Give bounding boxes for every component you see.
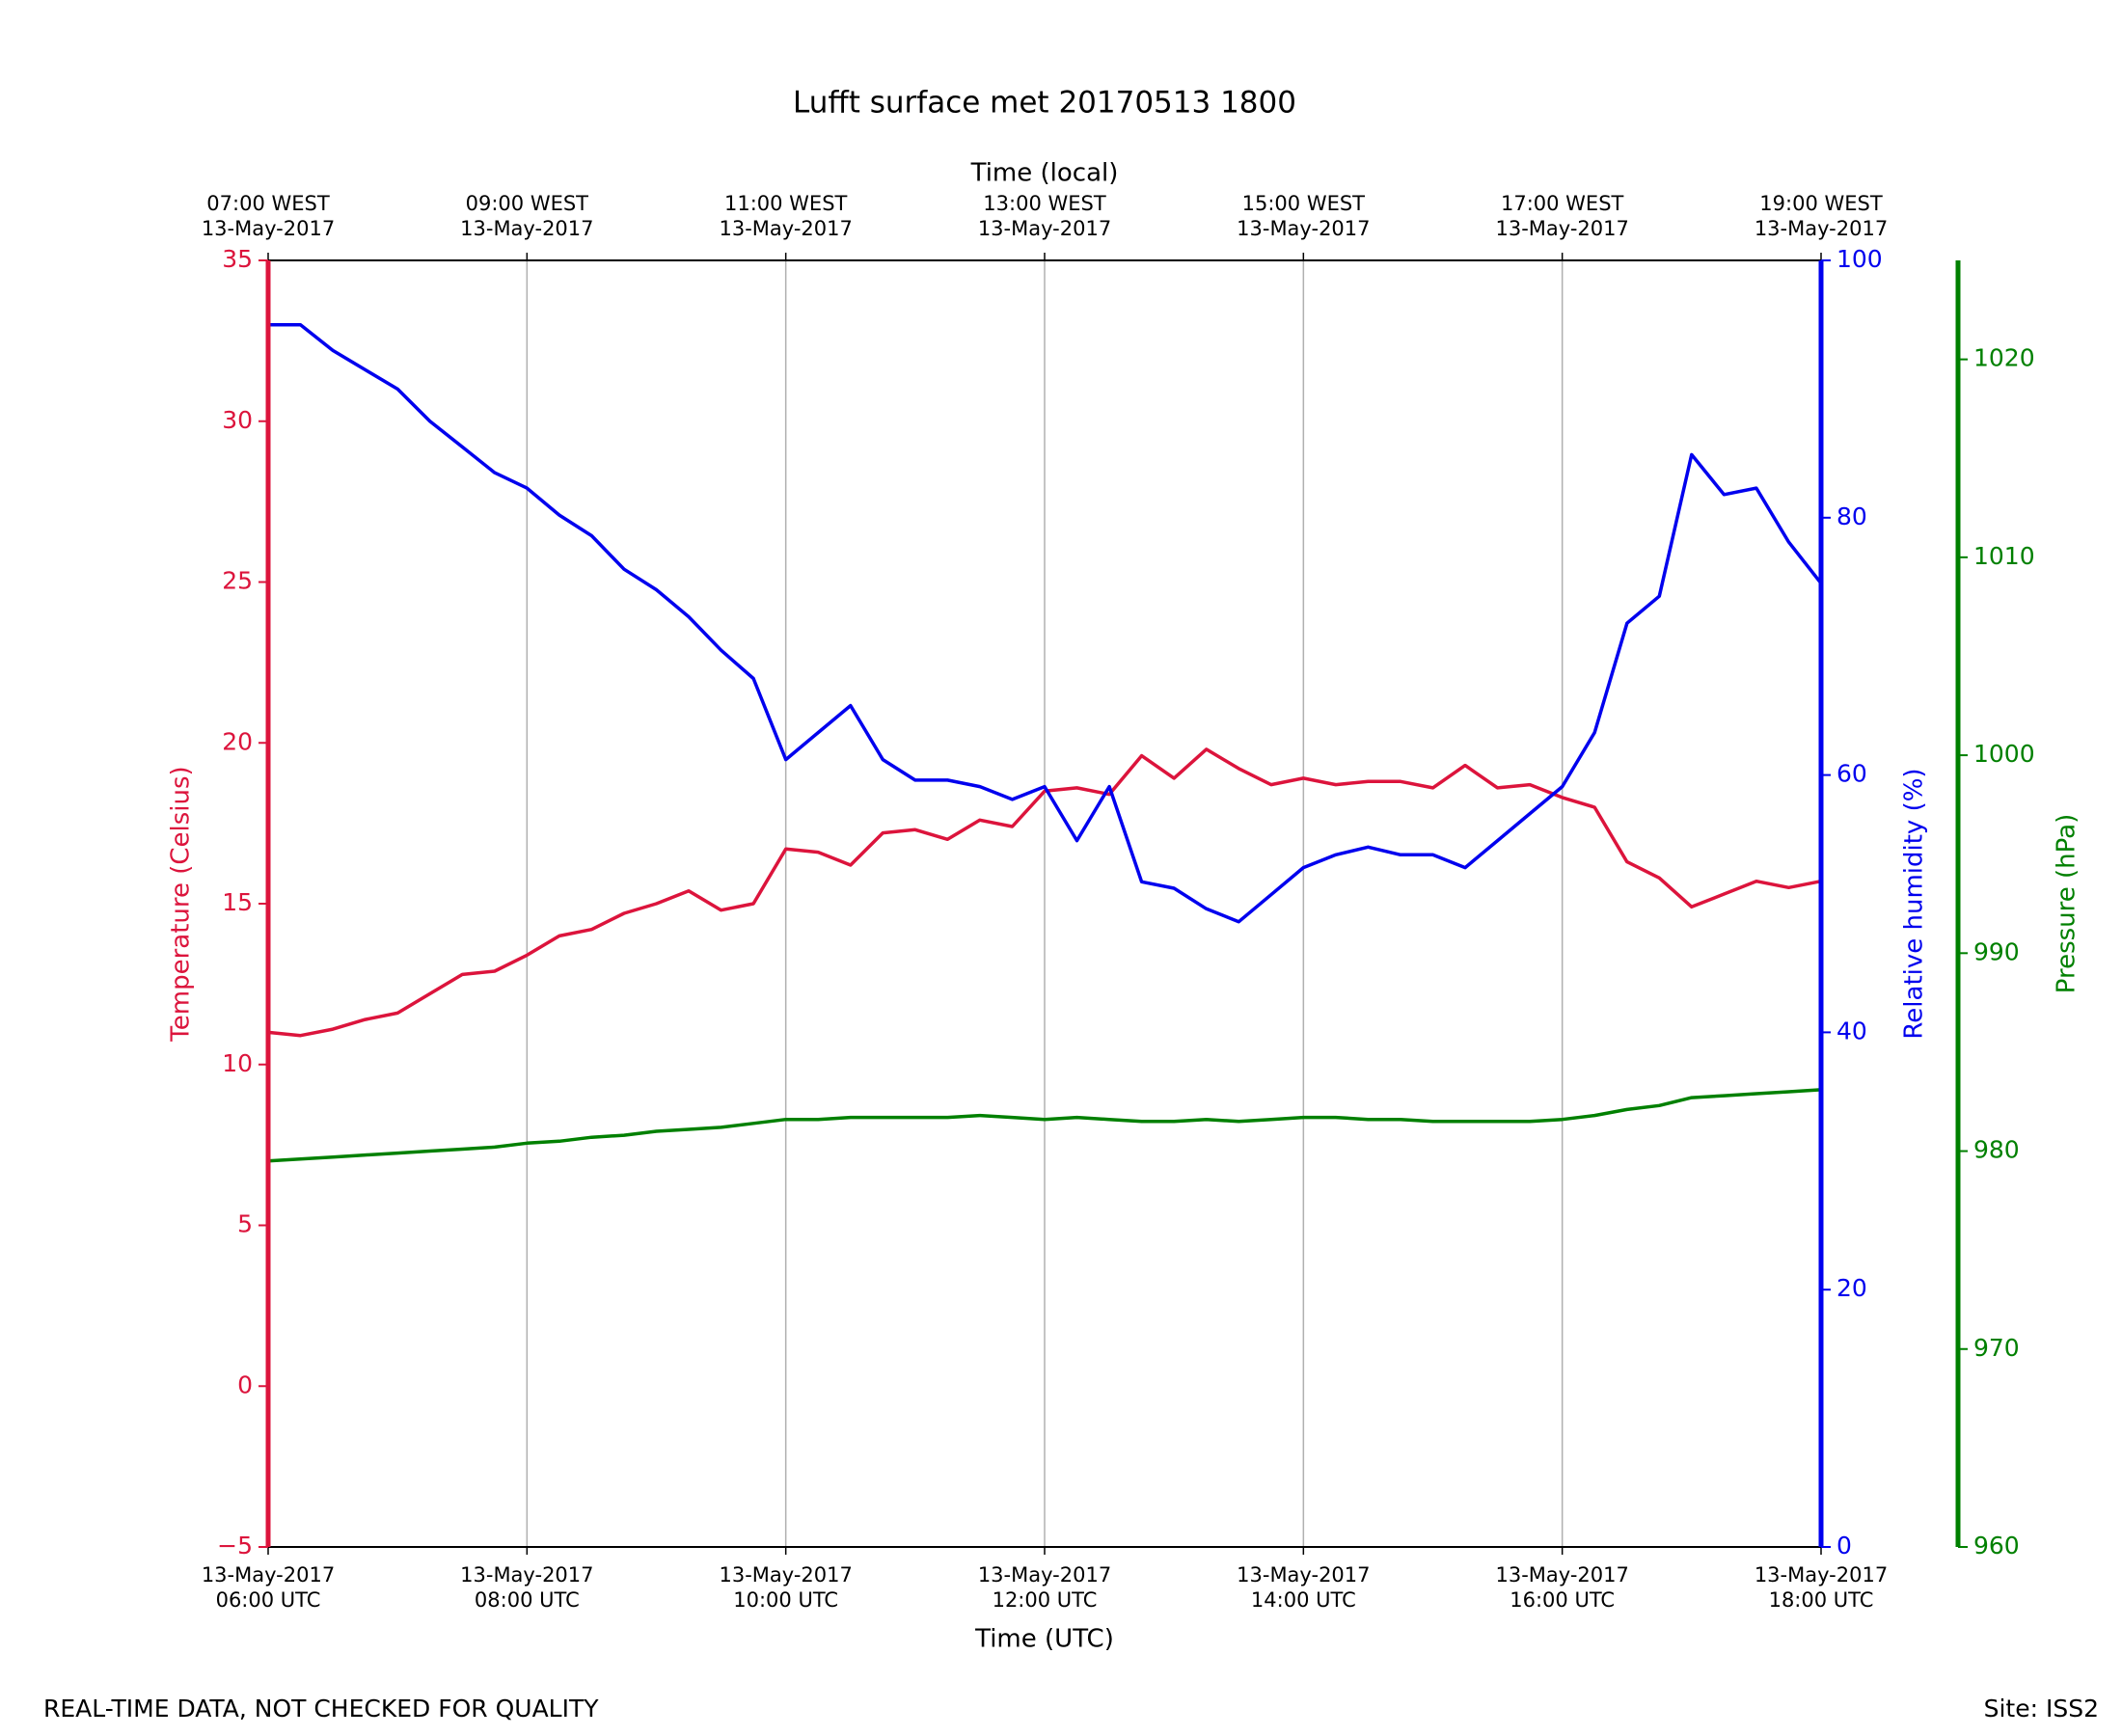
y-tick-label: 5 xyxy=(237,1210,253,1238)
x-tick-label: 18:00 UTC xyxy=(1769,1588,1874,1612)
top-tick-label: 19:00 WEST xyxy=(1759,192,1883,215)
x-tick-label: 13-May-2017 xyxy=(202,1563,335,1587)
top-tick-label: 13-May-2017 xyxy=(460,217,593,240)
x-tick-label: 08:00 UTC xyxy=(475,1588,580,1612)
top-tick-label: 13-May-2017 xyxy=(1237,217,1370,240)
top-tick-label: 13-May-2017 xyxy=(1755,217,1888,240)
x-tick-label: 13-May-2017 xyxy=(1495,1563,1628,1587)
y2-tick-label: 60 xyxy=(1836,760,1867,788)
top-tick-label: 09:00 WEST xyxy=(466,192,589,215)
x-tick-label: 13-May-2017 xyxy=(978,1563,1111,1587)
x-tick-label: 12:00 UTC xyxy=(993,1588,1098,1612)
y3-tick-label: 1000 xyxy=(1973,740,2035,768)
y3-tick-label: 960 xyxy=(1973,1532,2020,1560)
y-tick-label: 20 xyxy=(222,727,253,755)
top-axis-label: Time (local) xyxy=(970,159,1119,188)
y3-tick-label: 1010 xyxy=(1973,542,2035,570)
footer-note: REAL-TIME DATA, NOT CHECKED FOR QUALITY xyxy=(43,1695,599,1722)
series-line xyxy=(267,1088,1822,1163)
y-tick-label: 15 xyxy=(222,888,253,916)
x-tick-label: 13-May-2017 xyxy=(460,1563,593,1587)
x-tick-label: 13-May-2017 xyxy=(1755,1563,1888,1587)
y2-tick-label: 40 xyxy=(1836,1017,1867,1044)
chart-title: Lufft surface met 20170513 1800 xyxy=(793,86,1296,121)
x-tick-label: 06:00 UTC xyxy=(216,1588,321,1612)
y-tick-label: 0 xyxy=(237,1370,253,1398)
top-tick-label: 13-May-2017 xyxy=(978,217,1111,240)
site-label: Site: ISS2 xyxy=(1984,1695,2099,1722)
y2-axis-label: Relative humidity (%) xyxy=(1900,768,1929,1039)
series-line xyxy=(267,747,1822,1038)
y-axis-label: Temperature (Celsius) xyxy=(167,766,196,1042)
y2-tick-label: 100 xyxy=(1836,245,1883,273)
y2-tick-label: 20 xyxy=(1836,1274,1867,1302)
x-tick-label: 10:00 UTC xyxy=(733,1588,838,1612)
top-tick-label: 17:00 WEST xyxy=(1501,192,1624,215)
top-tick-label: 13:00 WEST xyxy=(983,192,1106,215)
y3-axis-label: Pressure (hPa) xyxy=(2053,814,2081,994)
y2-tick-label: 0 xyxy=(1836,1532,1852,1560)
x-tick-label: 16:00 UTC xyxy=(1510,1588,1615,1612)
y3-tick-label: 980 xyxy=(1973,1136,2020,1164)
y2-tick-label: 80 xyxy=(1836,502,1867,530)
y-tick-label: 30 xyxy=(222,406,253,434)
series-line xyxy=(268,322,1823,924)
x-tick-label: 13-May-2017 xyxy=(1237,1563,1370,1587)
x-axis-label: Time (UTC) xyxy=(974,1625,1114,1654)
top-tick-label: 13-May-2017 xyxy=(719,217,852,240)
y3-tick-label: 1020 xyxy=(1973,344,2035,372)
top-tick-label: 11:00 WEST xyxy=(724,192,848,215)
x-tick-label: 13-May-2017 xyxy=(719,1563,852,1587)
top-tick-label: 15:00 WEST xyxy=(1242,192,1366,215)
y-tick-label: −5 xyxy=(217,1532,253,1560)
y-tick-label: 25 xyxy=(222,567,253,595)
y-tick-label: 35 xyxy=(222,245,253,273)
y3-tick-label: 990 xyxy=(1973,937,2020,965)
top-tick-label: 13-May-2017 xyxy=(202,217,335,240)
top-tick-label: 13-May-2017 xyxy=(1495,217,1628,240)
x-tick-label: 14:00 UTC xyxy=(1251,1588,1356,1612)
y3-tick-label: 970 xyxy=(1973,1334,2020,1362)
top-tick-label: 07:00 WEST xyxy=(206,192,330,215)
y-tick-label: 10 xyxy=(222,1049,253,1077)
